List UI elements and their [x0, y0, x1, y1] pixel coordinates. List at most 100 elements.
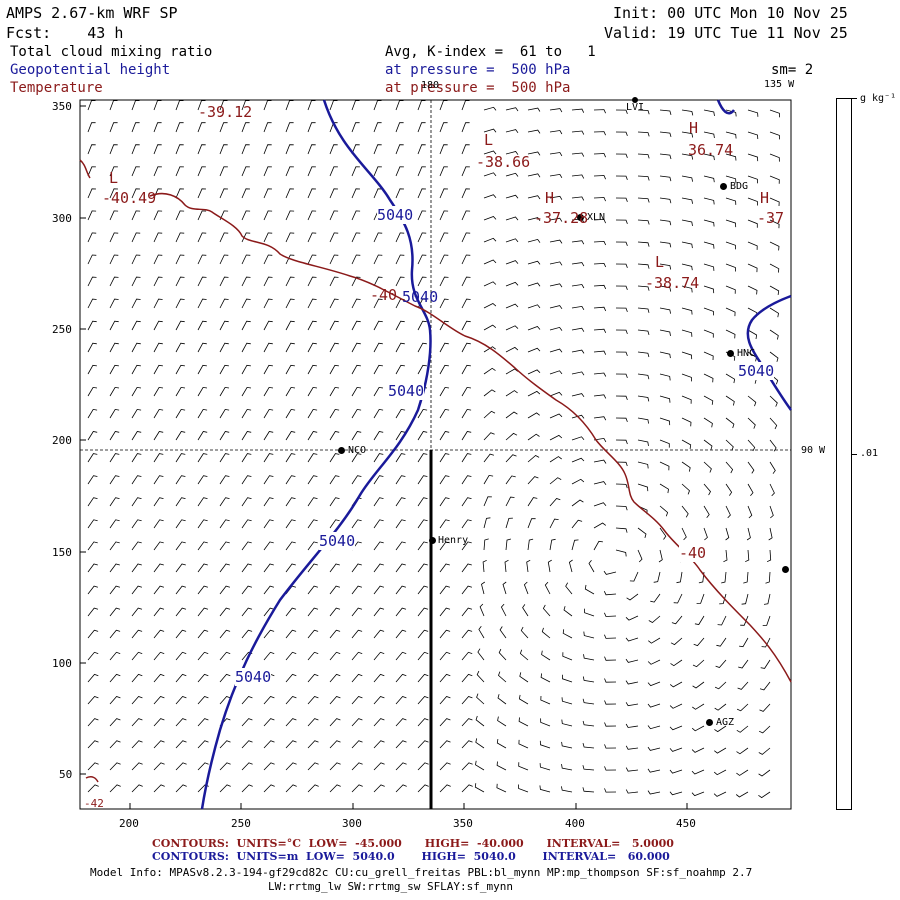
wind-barb: [703, 219, 715, 227]
wind-barb: [483, 432, 495, 441]
wind-barb: [659, 109, 672, 116]
field-height-info: at pressure = 500 hPa: [385, 62, 571, 78]
wind-barb: [765, 571, 771, 584]
wind-barb: [175, 585, 187, 595]
wind-barb: [439, 696, 451, 705]
wind-barb: [747, 219, 758, 228]
wind-barb: [153, 210, 163, 221]
wind-barb: [219, 475, 230, 485]
wind-barb: [518, 694, 529, 705]
wind-barb: [197, 166, 206, 177]
wind-barb: [483, 324, 497, 331]
temp-label-9: -40: [679, 544, 707, 562]
wind-barb: [241, 386, 252, 397]
wind-barb: [604, 788, 617, 793]
wind-barb: [549, 283, 563, 288]
wind-barb: [769, 285, 780, 295]
wind-barb: [593, 328, 607, 333]
wind-barb: [307, 673, 319, 683]
wind-barb: [703, 351, 714, 361]
wind-barb: [505, 303, 519, 309]
wind-barb: [725, 153, 737, 161]
wind-barb: [197, 364, 207, 375]
wind-barb: [747, 461, 755, 474]
station-nco-label: NCO: [348, 445, 367, 456]
temp-label-2: -40.49: [102, 189, 157, 207]
wind-barb: [351, 254, 361, 265]
wind-barb: [131, 320, 141, 331]
y-tick-200: 200: [52, 434, 72, 447]
meridian-135-label: 135 W: [764, 79, 795, 90]
wind-barb: [87, 320, 97, 331]
height-label-4: 5040: [319, 532, 356, 550]
wind-barb: [637, 461, 649, 469]
y-tick-300: 300: [52, 212, 72, 225]
wind-barb: [735, 791, 749, 798]
wind-barb: [659, 373, 671, 381]
wind-barb: [479, 603, 485, 617]
wind-barb: [549, 326, 563, 331]
wind-barb: [571, 305, 585, 311]
wind-barb: [153, 276, 163, 287]
temp-contour-info: CONTOURS: UNITS=°C LOW= -45.000 HIGH= -4…: [152, 837, 674, 850]
wind-barb: [417, 166, 426, 177]
wind-barb: [285, 232, 295, 243]
wind-barb: [593, 175, 606, 180]
wind-barb: [241, 718, 253, 727]
wind-barb: [131, 431, 142, 441]
wind-barb: [307, 585, 319, 595]
wind-barb: [461, 541, 472, 551]
wind-barb: [715, 659, 727, 668]
wind-barb: [417, 122, 426, 133]
wind-barb: [703, 153, 715, 161]
wind-barb: [373, 475, 384, 485]
wind-barb: [131, 210, 141, 221]
y-tick-100: 100: [52, 657, 72, 670]
x-tick-200: 200: [119, 817, 139, 830]
wind-barb: [395, 497, 406, 507]
temp-label-7: -38.74: [645, 274, 700, 292]
wind-barb: [439, 497, 450, 507]
wind-barb: [762, 615, 771, 626]
wind-barb: [478, 626, 485, 639]
wind-barb: [417, 740, 429, 749]
wind-barb: [561, 764, 573, 771]
wind-barb: [505, 390, 518, 397]
wind-barb: [285, 364, 295, 375]
wind-barb: [175, 210, 185, 221]
wind-barb: [475, 738, 485, 749]
wind-barb: [241, 100, 250, 111]
wind-barb: [153, 122, 162, 133]
wind-barb: [219, 762, 231, 771]
wind-barb: [725, 219, 737, 228]
wind-barb: [625, 723, 639, 728]
wind-barb: [477, 648, 485, 661]
wind-barb: [593, 372, 607, 377]
wind-barb: [87, 408, 98, 419]
init-time: Init: 00 UTC Mon 10 Nov 25: [613, 4, 848, 22]
wind-barb: [109, 585, 121, 595]
wind-barb: [263, 784, 275, 793]
wind-barb: [562, 652, 573, 661]
wind-barb: [483, 474, 494, 485]
wind-barb: [483, 453, 495, 463]
wind-barb: [504, 559, 509, 573]
wind-barb: [527, 151, 541, 156]
wind-barb: [263, 696, 275, 705]
wind-barb: [518, 762, 529, 771]
wind-barb: [615, 549, 627, 557]
wind-barb: [604, 678, 617, 683]
model-info-line2: LW:rrtmg_lw SW:rrtmg_sw SFLAY:sf_mynn: [268, 880, 514, 893]
wind-barb: [747, 241, 758, 250]
wind-barb: [395, 718, 407, 727]
wind-barb: [439, 144, 448, 155]
wind-barb: [604, 766, 617, 771]
wind-barb: [461, 740, 473, 749]
wind-barb: [476, 693, 485, 705]
wind-barb: [153, 100, 162, 111]
wind-barb: [153, 166, 162, 177]
wind-barb: [153, 718, 165, 727]
wind-barb: [659, 483, 669, 494]
model-title: AMPS 2.67-km WRF SP: [6, 4, 178, 22]
colorbar-tick-mid: [851, 454, 857, 455]
